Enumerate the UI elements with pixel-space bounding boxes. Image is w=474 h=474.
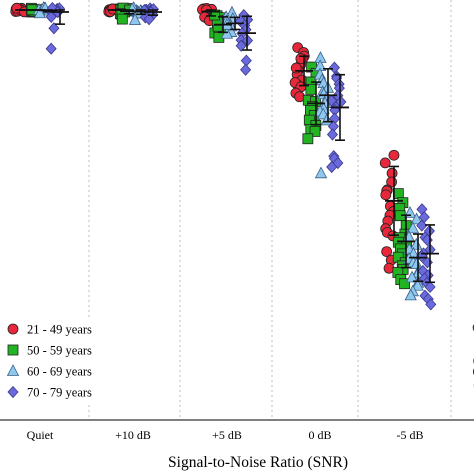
point-s1-c4-17: [399, 278, 410, 290]
point-s3-c3-0: [328, 61, 340, 74]
x-tick-label-2: +5 dB: [212, 428, 242, 442]
legend-marker-2: [6, 364, 20, 376]
legend-label-2: 60 - 69 years: [27, 365, 92, 379]
point-s2-c4-4: [410, 237, 423, 250]
point-s3-c4-17: [425, 298, 437, 311]
legend-background: [3, 318, 121, 404]
point-s2-c1-9: [128, 13, 142, 25]
point-s3-c3-12: [326, 128, 339, 141]
point-s3-c0-11: [45, 42, 57, 55]
point-s2-c4-12: [405, 270, 419, 283]
legend: 21 - 49 years 50 - 59 years 60 - 69 years 7…: [3, 318, 121, 404]
point-s1-c4-0: [392, 188, 404, 199]
point-s3-c3-16: [326, 160, 338, 174]
legend-label-1: 50 - 59 years: [27, 344, 92, 358]
x-tick-label-4: -5 dB: [397, 428, 424, 442]
x-tick-label-1: +10 dB: [115, 428, 151, 442]
point-s2-c4-2: [406, 221, 420, 234]
point-s3-c0-10: [48, 22, 60, 35]
point-s1-c1-10: [116, 13, 128, 25]
point-s3-c4-2: [416, 219, 428, 232]
x-tick-layer: Quiet+10 dB+5 dB0 dB-5 dB-10 dB: [27, 428, 424, 442]
point-s3-c2-8: [235, 39, 247, 52]
point-s0-c4-14: [381, 246, 393, 258]
point-s2-c4-1: [410, 212, 423, 225]
x-axis-title: Signal-to-Noise Ratio (SNR): [168, 454, 348, 471]
x-tick-label-0: Quiet: [27, 428, 54, 442]
point-s1-c3-12: [309, 126, 321, 137]
point-s3-c1-10: [143, 13, 155, 26]
legend-label-3: 70 - 79 years: [27, 386, 92, 400]
point-s2-c3-14: [314, 166, 328, 179]
point-s0-c4-1: [379, 157, 391, 169]
errorbar-layer: [15, 9, 439, 284]
point-s3-c0-9: [45, 10, 57, 23]
legend-label-0: 21 - 49 years: [27, 323, 92, 337]
point-s3-c4-14: [424, 280, 436, 294]
point-s2-c0-9: [33, 6, 47, 19]
legend-marker-0: [7, 323, 19, 335]
point-s2-c4-14: [411, 278, 424, 291]
point-s1-c3-13: [302, 133, 314, 145]
legend-marker-3: [7, 385, 19, 399]
point-s0-c4-0: [388, 149, 400, 161]
point-s0-c4-6: [380, 189, 392, 201]
point-s3-c2-10: [240, 63, 252, 76]
point-s2-c4-16: [404, 288, 417, 301]
x-tick-label-3: 0 dB: [308, 428, 331, 442]
legend-marker-1: [7, 344, 19, 356]
